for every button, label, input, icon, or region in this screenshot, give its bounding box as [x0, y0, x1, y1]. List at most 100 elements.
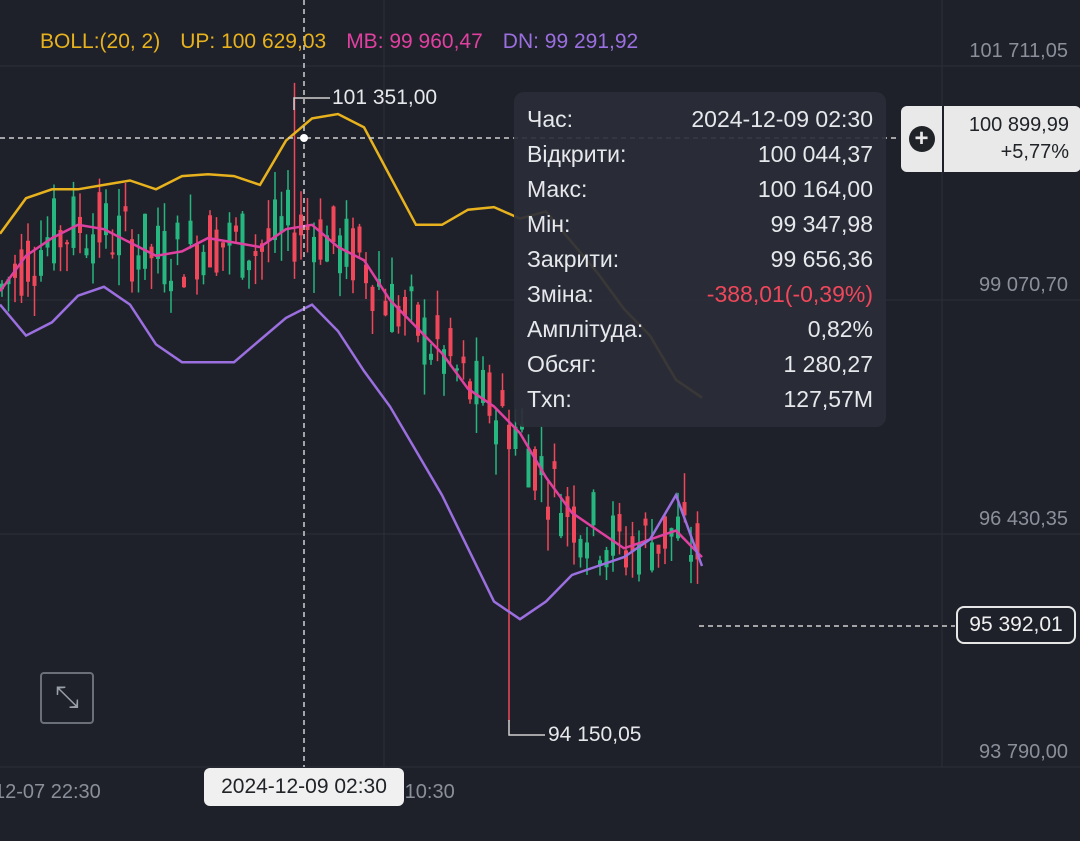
candle-body: [630, 536, 635, 551]
candle-body: [19, 249, 24, 296]
candle-body: [357, 226, 362, 253]
tooltip-value: -388,01(-0,39%): [706, 281, 873, 307]
candle-body: [533, 449, 537, 491]
candle-body: [611, 515, 615, 556]
boll-dn: DN: 99 291,92: [502, 30, 639, 53]
tooltip-row: Зміна: -388,01(-0,39%): [527, 281, 873, 316]
candle-body: [461, 356, 466, 364]
candle-body: [104, 203, 108, 236]
candle-body: [195, 244, 199, 280]
candle-body: [169, 280, 173, 292]
candle-body: [247, 260, 251, 271]
candle-body: [656, 544, 661, 554]
candle-body: [221, 242, 225, 248]
candle-body: [32, 275, 37, 286]
candle-body: [182, 276, 186, 288]
candle-body: [143, 213, 147, 269]
candle-body: [130, 239, 134, 282]
candle-body: [97, 192, 102, 243]
candle-body: [416, 304, 420, 336]
candle-body: [26, 240, 30, 282]
tooltip-row: Обсяг: 1 280,27: [527, 351, 873, 386]
tooltip-label: Макс:: [527, 176, 588, 202]
candle-body: [689, 554, 693, 562]
candle-info-tooltip: Час: 2024-12-09 02:30 Відкрити: 100 044,37 М…: [514, 92, 886, 427]
candle-body: [676, 516, 680, 539]
crosshair-dot: [300, 134, 308, 142]
tooltip-label: Мін:: [527, 211, 571, 237]
candle-body: [643, 518, 648, 526]
tooltip-row: Txn: 127,57M: [527, 386, 873, 421]
candle-body: [325, 235, 329, 262]
candle-body: [682, 502, 687, 516]
candle-body: [442, 349, 446, 374]
time-axis-label: 12-07 22:30: [0, 781, 101, 803]
candle-body: [435, 315, 440, 340]
boll-mb: MB: 99 960,47: [346, 30, 483, 53]
tooltip-label: Час:: [527, 106, 574, 132]
candle-body: [637, 543, 641, 575]
candle-body: [331, 206, 336, 242]
tooltip-row: Відкрити: 100 044,37: [527, 141, 873, 176]
candle-body: [494, 420, 498, 445]
price-axis-label: 101 711,05: [969, 40, 1068, 62]
candle-body: [500, 390, 505, 407]
candle-body: [546, 506, 550, 520]
candle-body: [396, 305, 401, 327]
low-marker: [508, 720, 545, 736]
candle-body: [539, 456, 544, 476]
candle-body: [572, 506, 576, 543]
tooltip-value: 2024-12-09 02:30: [691, 106, 873, 132]
expand-arrows-icon: ⤡: [55, 681, 79, 714]
high-label: 101 351,00: [332, 86, 438, 109]
candle-body: [52, 198, 56, 264]
candle-body: [39, 250, 43, 276]
plus-circle-icon: +: [908, 126, 935, 152]
candle-body: [364, 264, 368, 284]
candle-body: [117, 215, 121, 256]
candle-body: [299, 214, 303, 236]
candle-body: [136, 255, 141, 270]
candle-body: [227, 222, 232, 246]
candle-body: [591, 492, 596, 526]
tooltip-label: Зміна:: [527, 281, 594, 307]
tooltip-row: Час: 2024-12-09 02:30: [527, 106, 873, 141]
candle-body: [409, 286, 414, 292]
add-alert-button[interactable]: +: [901, 106, 944, 172]
candle-body: [390, 283, 394, 332]
candle-body: [208, 215, 212, 268]
candle-body: [422, 317, 427, 365]
fullscreen-button[interactable]: ⤡: [40, 672, 94, 724]
boll-up: UP: 100 629,03: [180, 30, 327, 53]
candle-body: [312, 236, 316, 263]
candle-body: [123, 206, 128, 212]
low-label: 94 150,05: [548, 723, 642, 746]
boll-dn-line: [0, 285, 704, 621]
tooltip-label: Амплітуда:: [527, 316, 644, 342]
candle-body: [234, 225, 238, 232]
crosshair-price: 100 899,99: [968, 114, 1069, 136]
candle-body: [318, 219, 323, 260]
crosshair-change: +5,77%: [1000, 141, 1069, 163]
candle-body: [650, 542, 654, 571]
candle-body: [260, 243, 264, 252]
boll-mb-line: [0, 223, 703, 558]
candle-body: [617, 514, 622, 532]
candle-body: [507, 424, 511, 450]
candle-body: [695, 523, 700, 560]
candle-body: [585, 542, 589, 559]
price-axis-label: 99 070,70: [979, 274, 1068, 296]
candle-body: [253, 251, 258, 256]
tooltip-value: 99 347,98: [770, 211, 873, 237]
candle-body: [338, 235, 342, 274]
tooltip-row: Макс: 100 164,00: [527, 176, 873, 211]
candle-body: [71, 196, 76, 248]
tooltip-row: Закрити: 99 656,36: [527, 246, 873, 281]
crosshair-price-label[interactable]: + 100 899,99 +5,77%: [901, 106, 1080, 172]
boll-params: BOLL:(20, 2): [40, 30, 161, 53]
candle-body: [370, 286, 375, 311]
tooltip-value: 100 044,37: [757, 141, 873, 167]
candle-body: [403, 296, 407, 317]
candle-body: [91, 234, 95, 264]
candle-body: [663, 516, 667, 549]
